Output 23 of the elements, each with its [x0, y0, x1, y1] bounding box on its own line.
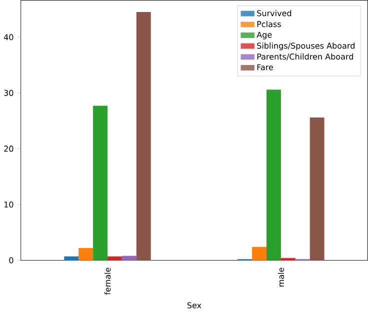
legend-label: Fare: [257, 64, 274, 70]
y-tick-label: 10: [4, 202, 14, 208]
legend-label: Survived: [257, 10, 292, 16]
bar: [310, 118, 324, 260]
bar: [252, 246, 266, 260]
legend-label: Age: [256, 32, 272, 40]
legend-label: Siblings/Spouses Aboard: [257, 42, 354, 50]
y-tick-label: 20: [4, 146, 14, 152]
x-tick-label: female: [104, 268, 111, 295]
x-axis-title: Sex: [187, 302, 202, 308]
bar: [64, 256, 79, 260]
bar: [107, 256, 122, 260]
x-tick-label: male: [278, 268, 284, 286]
legend-label: Parents/Children Aboard: [257, 53, 353, 60]
bar: [93, 106, 108, 260]
y-tick-label: 40: [4, 34, 14, 40]
bar: [78, 248, 94, 260]
y-tick-label: 0: [9, 257, 14, 264]
legend-label: Pclass: [257, 20, 281, 28]
bar: [136, 12, 151, 260]
y-tick-label: 30: [4, 90, 14, 96]
bar: [122, 256, 136, 260]
bar: [266, 90, 281, 260]
